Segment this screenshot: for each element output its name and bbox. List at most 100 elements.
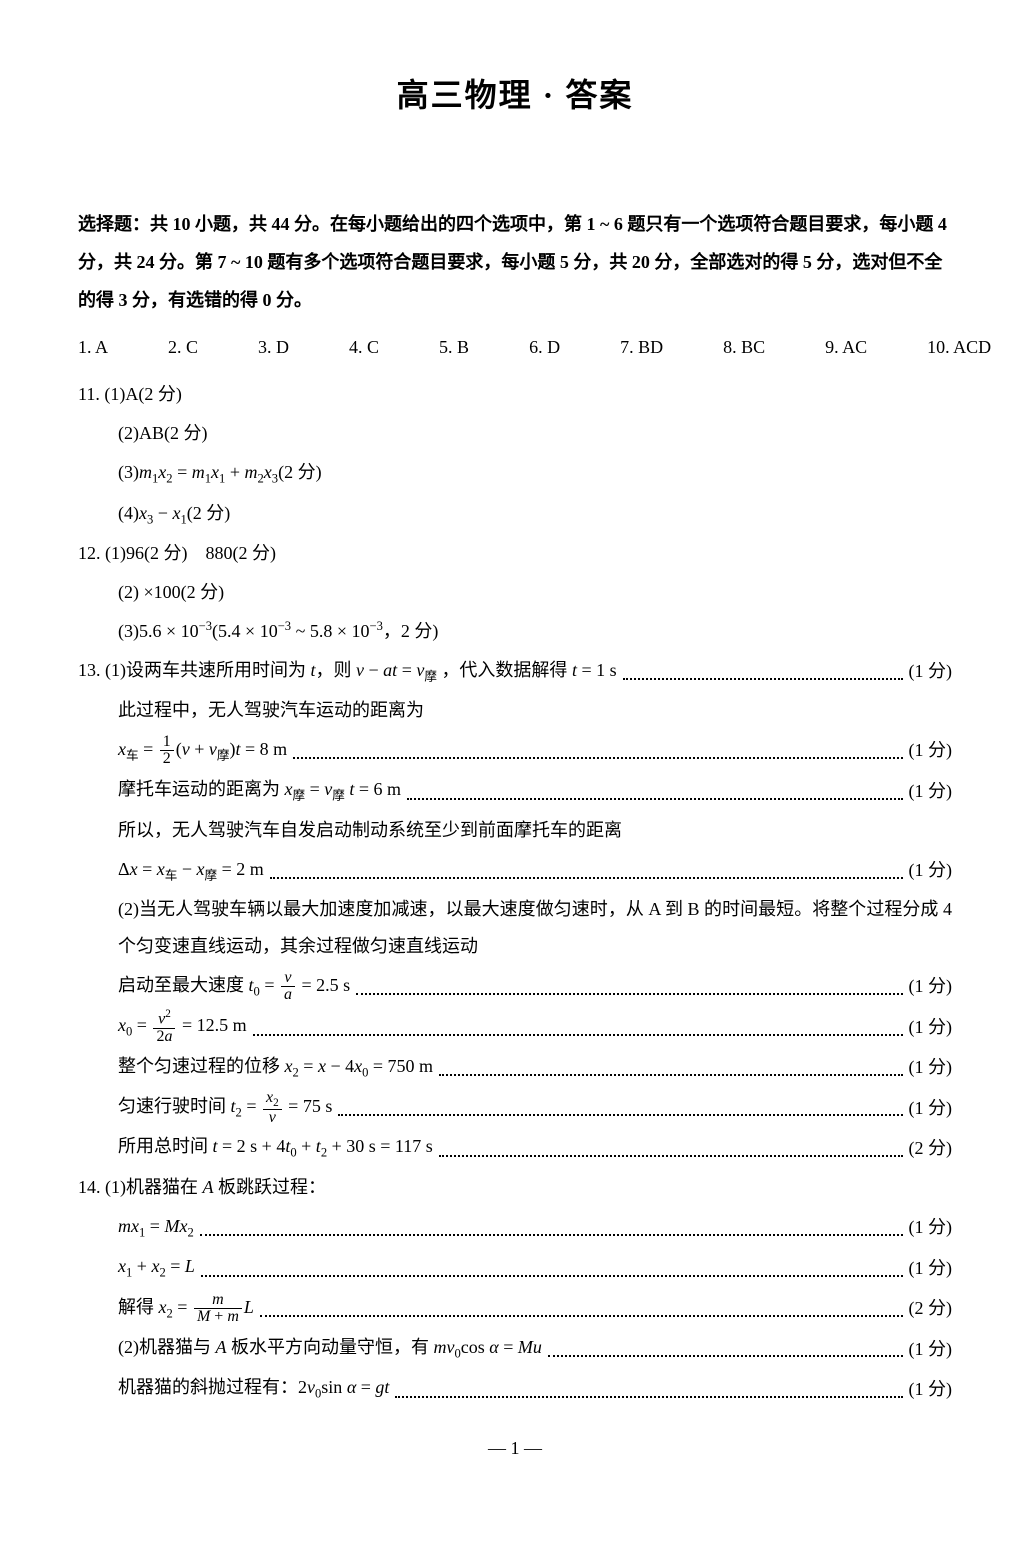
q11-2: (2)AB(2 分)	[78, 415, 952, 452]
q11-3-suf: (2 分)	[278, 462, 322, 482]
mc-num: 4	[349, 337, 358, 357]
mc-num: 1	[78, 337, 87, 357]
instructions: 选择题：共 10 小题，共 44 分。在每小题给出的四个选项中，第 1 ~ 6 …	[78, 206, 952, 319]
q13-9-text: x0 = v22a = 12.5 m	[118, 1007, 247, 1045]
q14-6-text: 机器猫的斜抛过程有：2v0sin α = gt	[118, 1369, 389, 1407]
q13-5: 所以，无人驾驶汽车自发启动制动系统至少到前面摩托车的距离	[78, 812, 952, 849]
q13-10-text: 整个匀速过程的位移 x2 = x − 4x0 = 750 m	[118, 1048, 433, 1086]
q14-3: x1 + x2 = L (1 分)	[78, 1248, 952, 1286]
mc-ans: B	[457, 337, 469, 357]
q13-10: 整个匀速过程的位移 x2 = x − 4x0 = 750 m (1 分)	[78, 1048, 952, 1086]
mc-ans: D	[547, 337, 560, 357]
mc-num: 5	[439, 337, 448, 357]
q13-4: 摩托车运动的距离为 x摩 = v摩 t = 6 m (1 分)	[78, 771, 952, 809]
mc-answers-row: 1. A 2. C 3. D 4. C 5. B 6. D 7. BD 8. B…	[78, 337, 952, 358]
mc-num: 6	[529, 337, 538, 357]
mc-item: 2. C	[168, 337, 198, 358]
dot-leader	[293, 757, 902, 759]
dot-leader	[270, 877, 903, 879]
dot-leader	[356, 993, 902, 995]
mc-item: 6. D	[529, 337, 560, 358]
mc-item: 7. BD	[620, 337, 663, 358]
page: 高三物理 · 答案 选择题：共 10 小题，共 44 分。在每小题给出的四个选项…	[0, 0, 1030, 1544]
q13-12-text: 所用总时间 t = 2 s + 4t0 + t2 + 30 s = 117 s	[118, 1128, 433, 1166]
mc-item: 8. BC	[723, 337, 765, 358]
q14-5: (2)机器猫与 A 板水平方向动量守恒，有 mv0cos α = Mu (1 分…	[78, 1329, 952, 1367]
score: (1 分)	[909, 1250, 953, 1287]
dot-leader	[395, 1396, 902, 1398]
q11-4: (4)x3 − x1(2 分)	[78, 495, 952, 533]
mc-item: 1. A	[78, 337, 108, 358]
q13-3: x车 = 12(v + v摩)t = 8 m (1 分)	[78, 731, 952, 769]
q14-6: 机器猫的斜抛过程有：2v0sin α = gt (1 分)	[78, 1369, 952, 1407]
q13-2: 此过程中，无人驾驶汽车运动的距离为	[78, 692, 952, 729]
q12-2: (2) ×100(2 分)	[78, 574, 952, 611]
q12-3: (3)5.6 × 10−3(5.4 × 10−3 ~ 5.8 × 10−3，2 …	[78, 613, 952, 650]
q13-8: 启动至最大速度 t0 = va = 2.5 s (1 分)	[78, 967, 952, 1005]
mc-item: 4. C	[349, 337, 379, 358]
q13-3-text: x车 = 12(v + v摩)t = 8 m	[118, 731, 287, 769]
score: (1 分)	[909, 653, 953, 690]
page-number: — 1 —	[78, 1438, 952, 1459]
mc-num: 10	[927, 337, 945, 357]
score: (1 分)	[909, 1209, 953, 1246]
q11-3: (3)m1x2 = m1x1 + m2x3(2 分)	[78, 454, 952, 492]
score: (1 分)	[909, 968, 953, 1005]
score: (1 分)	[909, 1009, 953, 1046]
score: (2 分)	[909, 1130, 953, 1167]
q13-4-text: 摩托车运动的距离为 x摩 = v摩 t = 6 m	[118, 771, 401, 809]
score: (1 分)	[909, 1049, 953, 1086]
q13-11-text: 匀速行驶时间 t2 = x2v = 75 s	[118, 1088, 332, 1126]
mc-ans: BC	[741, 337, 765, 357]
mc-item: 5. B	[439, 337, 469, 358]
q11-3-pre: (3)	[118, 462, 139, 482]
q14-3-text: x1 + x2 = L	[118, 1248, 195, 1286]
dot-leader	[253, 1034, 903, 1036]
q11-4-suf: (2 分)	[187, 503, 231, 523]
q14-4: 解得 x2 = mM + mL (2 分)	[78, 1289, 952, 1327]
page-title: 高三物理 · 答案	[78, 70, 952, 116]
q13-8-text: 启动至最大速度 t0 = va = 2.5 s	[118, 967, 350, 1005]
mc-item: 3. D	[258, 337, 289, 358]
q12-1: 12. (1)96(2 分) 880(2 分)	[78, 535, 952, 572]
mc-num: 8	[723, 337, 732, 357]
dot-leader	[407, 798, 902, 800]
mc-item: 9. AC	[825, 337, 867, 358]
q13-1-text: 13. (1)设两车共速所用时间为 t，则 v − at = v摩 ，代入数据解…	[78, 652, 617, 690]
q13-6: Δx = x车 − x摩 = 2 m (1 分)	[78, 851, 952, 889]
dot-leader	[338, 1114, 902, 1116]
score: (1 分)	[909, 852, 953, 889]
mc-ans: A	[95, 337, 108, 357]
q14-4-text: 解得 x2 = mM + mL	[118, 1289, 254, 1327]
mc-num: 3	[258, 337, 267, 357]
q13-9: x0 = v22a = 12.5 m (1 分)	[78, 1007, 952, 1045]
q11-4-pre: (4)	[118, 503, 139, 523]
mc-num: 2	[168, 337, 177, 357]
mc-ans: C	[367, 337, 379, 357]
dot-leader	[200, 1234, 903, 1236]
mc-num: 9	[825, 337, 834, 357]
mc-ans: D	[276, 337, 289, 357]
score: (1 分)	[909, 1331, 953, 1368]
dot-leader	[439, 1155, 903, 1157]
score: (1 分)	[909, 773, 953, 810]
q13-6-text: Δx = x车 − x摩 = 2 m	[118, 851, 264, 889]
q11-1: 11. (1)A(2 分)	[78, 376, 952, 413]
dot-leader	[548, 1355, 903, 1357]
score: (1 分)	[909, 732, 953, 769]
mc-ans: AC	[842, 337, 867, 357]
q14-5-text: (2)机器猫与 A 板水平方向动量守恒，有 mv0cos α = Mu	[118, 1329, 542, 1367]
q13-11: 匀速行驶时间 t2 = x2v = 75 s (1 分)	[78, 1088, 952, 1126]
score: (1 分)	[909, 1371, 953, 1408]
q14-2: mx1 = Mx2 (1 分)	[78, 1208, 952, 1246]
q13-12: 所用总时间 t = 2 s + 4t0 + t2 + 30 s = 117 s …	[78, 1128, 952, 1166]
mc-item: 10. ACD	[927, 337, 991, 358]
dot-leader	[623, 678, 903, 680]
mc-ans: BD	[638, 337, 663, 357]
q14-1: 14. (1)机器猫在 A 板跳跃过程：	[78, 1169, 952, 1206]
mc-ans: ACD	[953, 337, 991, 357]
q13-7: (2)当无人驾驶车辆以最大加速度加减速，以最大速度做匀速时，从 A 到 B 的时…	[78, 891, 952, 965]
dot-leader	[439, 1074, 902, 1076]
q13-1: 13. (1)设两车共速所用时间为 t，则 v − at = v摩 ，代入数据解…	[78, 652, 952, 690]
score: (1 分)	[909, 1090, 953, 1127]
